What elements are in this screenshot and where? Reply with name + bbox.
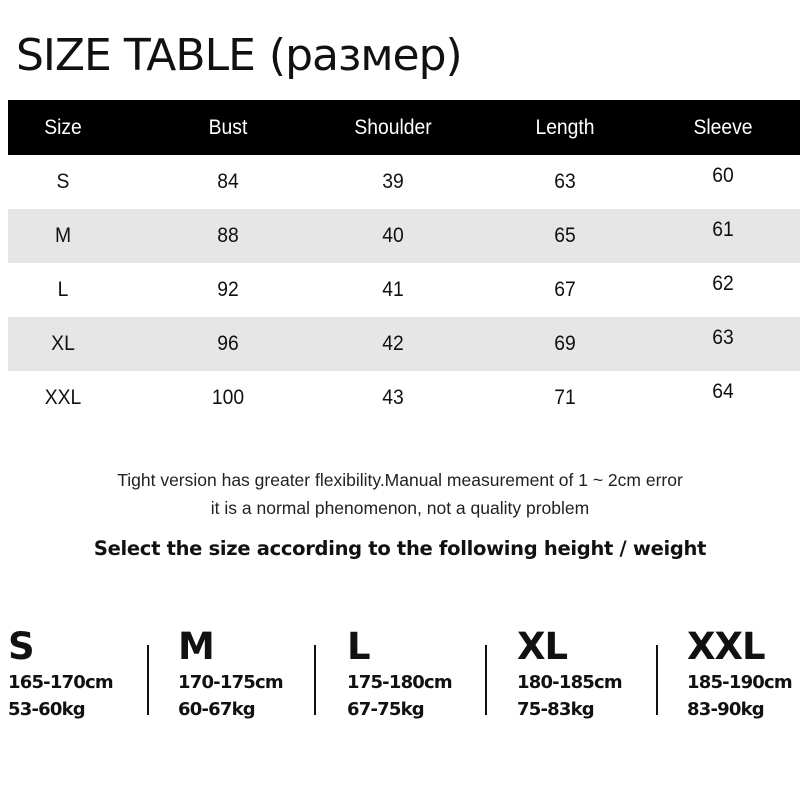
- size-label: M: [178, 625, 215, 668]
- weight-range: 60-67kg: [178, 699, 256, 720]
- size-block-m: M 170-175cm 60-67kg: [178, 625, 284, 723]
- weight-range: 75-83kg: [517, 699, 595, 720]
- header-size: Size: [44, 115, 82, 139]
- divider: [314, 645, 316, 715]
- cell-shoulder: 41: [382, 278, 404, 301]
- cell-size: S: [56, 170, 70, 193]
- cell-bust: 88: [217, 224, 239, 247]
- cell-sleeve: 61: [712, 218, 734, 241]
- cell-size: XXL: [44, 386, 82, 409]
- cell-bust: 96: [217, 332, 239, 355]
- cell-bust: 84: [217, 170, 239, 193]
- cell-size: M: [54, 224, 72, 247]
- height-range: 180-185cm: [517, 672, 623, 693]
- height-range: 185-190cm: [687, 672, 793, 693]
- weight-range: 67-75kg: [347, 699, 425, 720]
- height-range: 175-180cm: [347, 672, 453, 693]
- header-shoulder: Shoulder: [354, 115, 432, 139]
- table-row: M 88 40 65 61: [8, 209, 800, 263]
- table-row: S 84 39 63 60: [8, 155, 800, 209]
- cell-length: 69: [554, 332, 576, 355]
- height-range: 165-170cm: [8, 672, 114, 693]
- divider: [656, 645, 658, 715]
- cell-shoulder: 43: [382, 386, 404, 409]
- size-block-s: S 165-170cm 53-60kg: [8, 625, 114, 723]
- size-block-l: L 175-180cm 67-75kg: [347, 625, 453, 723]
- weight-range: 53-60kg: [8, 699, 86, 720]
- size-label: L: [347, 625, 371, 668]
- table-header: Size Bust Shoulder Length Sleeve: [8, 100, 800, 155]
- page-title: SIZE TABLE (размер): [16, 30, 463, 81]
- size-block-xxl: XXL 185-190cm 83-90kg: [687, 625, 793, 723]
- cell-length: 65: [554, 224, 576, 247]
- cell-shoulder: 40: [382, 224, 404, 247]
- size-block-xl: XL 180-185cm 75-83kg: [517, 625, 623, 723]
- cell-sleeve: 62: [712, 272, 734, 295]
- cell-size: L: [57, 278, 69, 301]
- size-label: XL: [517, 625, 568, 668]
- table-row: XL 96 42 69 63: [8, 317, 800, 371]
- header-length: Length: [535, 115, 595, 139]
- cell-length: 63: [554, 170, 576, 193]
- cell-sleeve: 64: [712, 380, 734, 403]
- cell-length: 67: [554, 278, 576, 301]
- cell-bust: 100: [211, 386, 245, 409]
- table-row: XXL 100 43 71 64: [8, 371, 800, 425]
- cell-shoulder: 42: [382, 332, 404, 355]
- note-line-1: Tight version has greater flexibility.Ma…: [117, 470, 683, 490]
- size-label: S: [8, 625, 35, 668]
- header-bust: Bust: [208, 115, 248, 139]
- divider: [147, 645, 149, 715]
- divider: [485, 645, 487, 715]
- note-line-2: it is a normal phenomenon, not a quality…: [210, 498, 590, 518]
- cell-shoulder: 39: [382, 170, 404, 193]
- cell-length: 71: [554, 386, 576, 409]
- select-size-heading: Select the size according to the followi…: [93, 537, 707, 560]
- cell-sleeve: 60: [712, 164, 734, 187]
- cell-bust: 92: [217, 278, 239, 301]
- title-main: SIZE TABLE: [16, 30, 256, 81]
- header-sleeve: Sleeve: [693, 115, 753, 139]
- cell-sleeve: 63: [712, 326, 734, 349]
- weight-range: 83-90kg: [687, 699, 765, 720]
- height-range: 170-175cm: [178, 672, 284, 693]
- table-row: L 92 41 67 62: [8, 263, 800, 317]
- size-label: XXL: [687, 625, 766, 668]
- title-russian: (размер): [268, 30, 463, 81]
- cell-size: XL: [51, 332, 75, 355]
